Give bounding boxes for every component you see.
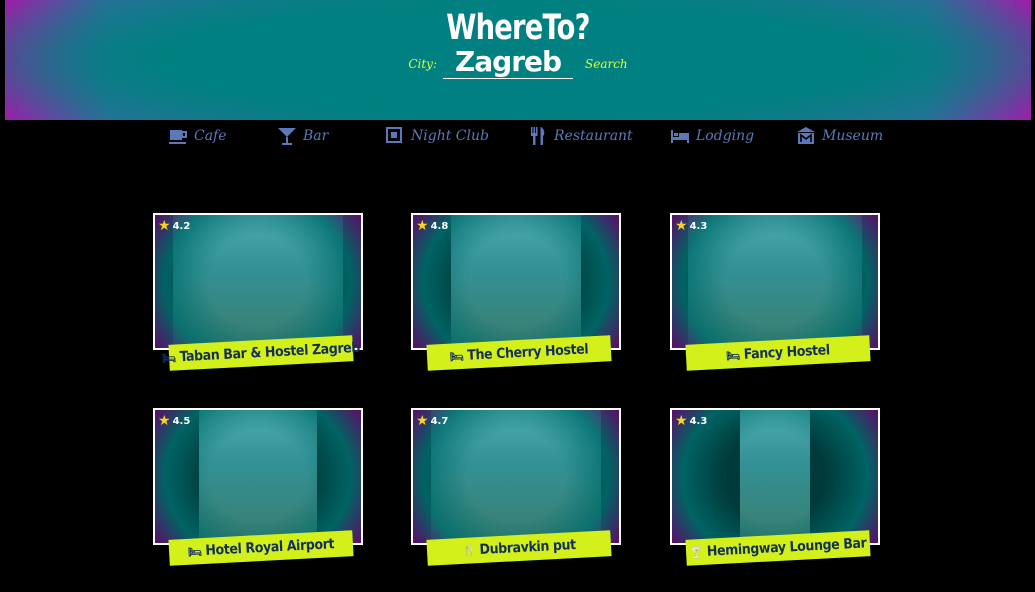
bed-icon: 🛏 (725, 348, 741, 363)
nav-label-bar: Bar (303, 128, 329, 144)
place-name: Hemingway Lounge Bar (706, 535, 867, 560)
nav-label-restaurant: Restaurant (554, 128, 633, 144)
rating-badge: ★ 4.2 (158, 219, 190, 233)
place-card[interactable]: ★ 4.3 🍸 Hemingway Lounge Bar (670, 408, 880, 566)
city-label: City: (408, 57, 437, 71)
place-name: Hotel Royal Airport (205, 536, 335, 559)
place-card[interactable]: ★ 4.7 🍴 Dubravkin put (411, 408, 621, 566)
place-card[interactable]: ★ 4.3 🛏 Fancy Hostel (670, 213, 880, 371)
place-card[interactable]: ★ 4.5 🛏 Hotel Royal Airport (153, 408, 363, 566)
utensils-icon: 🍴 (461, 543, 476, 558)
place-card[interactable]: ★ 4.8 🛏 The Cherry Hostel (411, 213, 621, 371)
star-icon: ★ (416, 413, 429, 429)
nav-label-museum: Museum (822, 128, 884, 144)
rating-value: 4.3 (689, 220, 708, 232)
place-name: The Cherry Hostel (466, 341, 589, 364)
star-icon: ★ (675, 218, 688, 234)
utensils-icon (531, 127, 545, 145)
nav-label-cafe: Cafe (194, 128, 227, 144)
bed-icon: 🛏 (187, 544, 202, 559)
rating-badge: ★ 4.8 (416, 219, 448, 233)
search-button[interactable]: Search (585, 57, 628, 71)
bed-icon (671, 130, 689, 143)
nav-item-restaurant[interactable]: Restaurant (528, 126, 633, 146)
museum-icon (797, 127, 815, 144)
rating-badge: ★ 4.3 (675, 219, 707, 233)
nav-label-lodging: Lodging (696, 128, 755, 144)
bed-icon: 🛏 (161, 350, 176, 365)
cocktail-icon: 🍸 (689, 545, 704, 560)
star-icon: ★ (675, 413, 688, 429)
rating-badge: ★ 4.5 (158, 414, 190, 428)
bed-icon: 🛏 (449, 349, 464, 364)
place-name: Taban Bar & Hostel Zagreb (179, 339, 361, 366)
rating-badge: ★ 4.3 (675, 414, 707, 428)
place-name: Dubravkin put (479, 537, 577, 559)
search-row: City: Search (5, 44, 1031, 79)
cocktail-icon (278, 128, 296, 145)
rating-value: 4.8 (430, 220, 449, 232)
rating-badge: ★ 4.7 (416, 414, 448, 428)
rating-value: 4.3 (689, 415, 708, 427)
nav-label-night-club: Night Club (411, 128, 489, 144)
place-name: Fancy Hostel (743, 342, 831, 363)
nav-item-museum[interactable]: Museum (796, 126, 883, 146)
nav-item-cafe[interactable]: Cafe (168, 126, 227, 146)
place-card[interactable]: ★ 4.2 🛏 Taban Bar & Hostel Zagreb (153, 213, 363, 371)
rating-value: 4.2 (172, 220, 191, 232)
city-input[interactable] (443, 44, 573, 79)
star-icon: ★ (416, 218, 429, 234)
nav-item-bar[interactable]: Bar (277, 126, 328, 146)
night-club-icon (386, 127, 402, 143)
star-icon: ★ (158, 413, 171, 429)
app-title: WhereTo? (446, 8, 590, 48)
cafe-icon (169, 130, 187, 144)
star-icon: ★ (158, 218, 171, 234)
category-nav: Cafe Bar Night Club Restaurant (0, 126, 1035, 152)
header-banner: WhereTo? City: Search (5, 0, 1031, 120)
nav-item-lodging[interactable]: Lodging (670, 126, 754, 146)
rating-value: 4.7 (430, 415, 449, 427)
rating-value: 4.5 (172, 415, 191, 427)
nav-item-night-club[interactable]: Night Club (385, 126, 489, 146)
